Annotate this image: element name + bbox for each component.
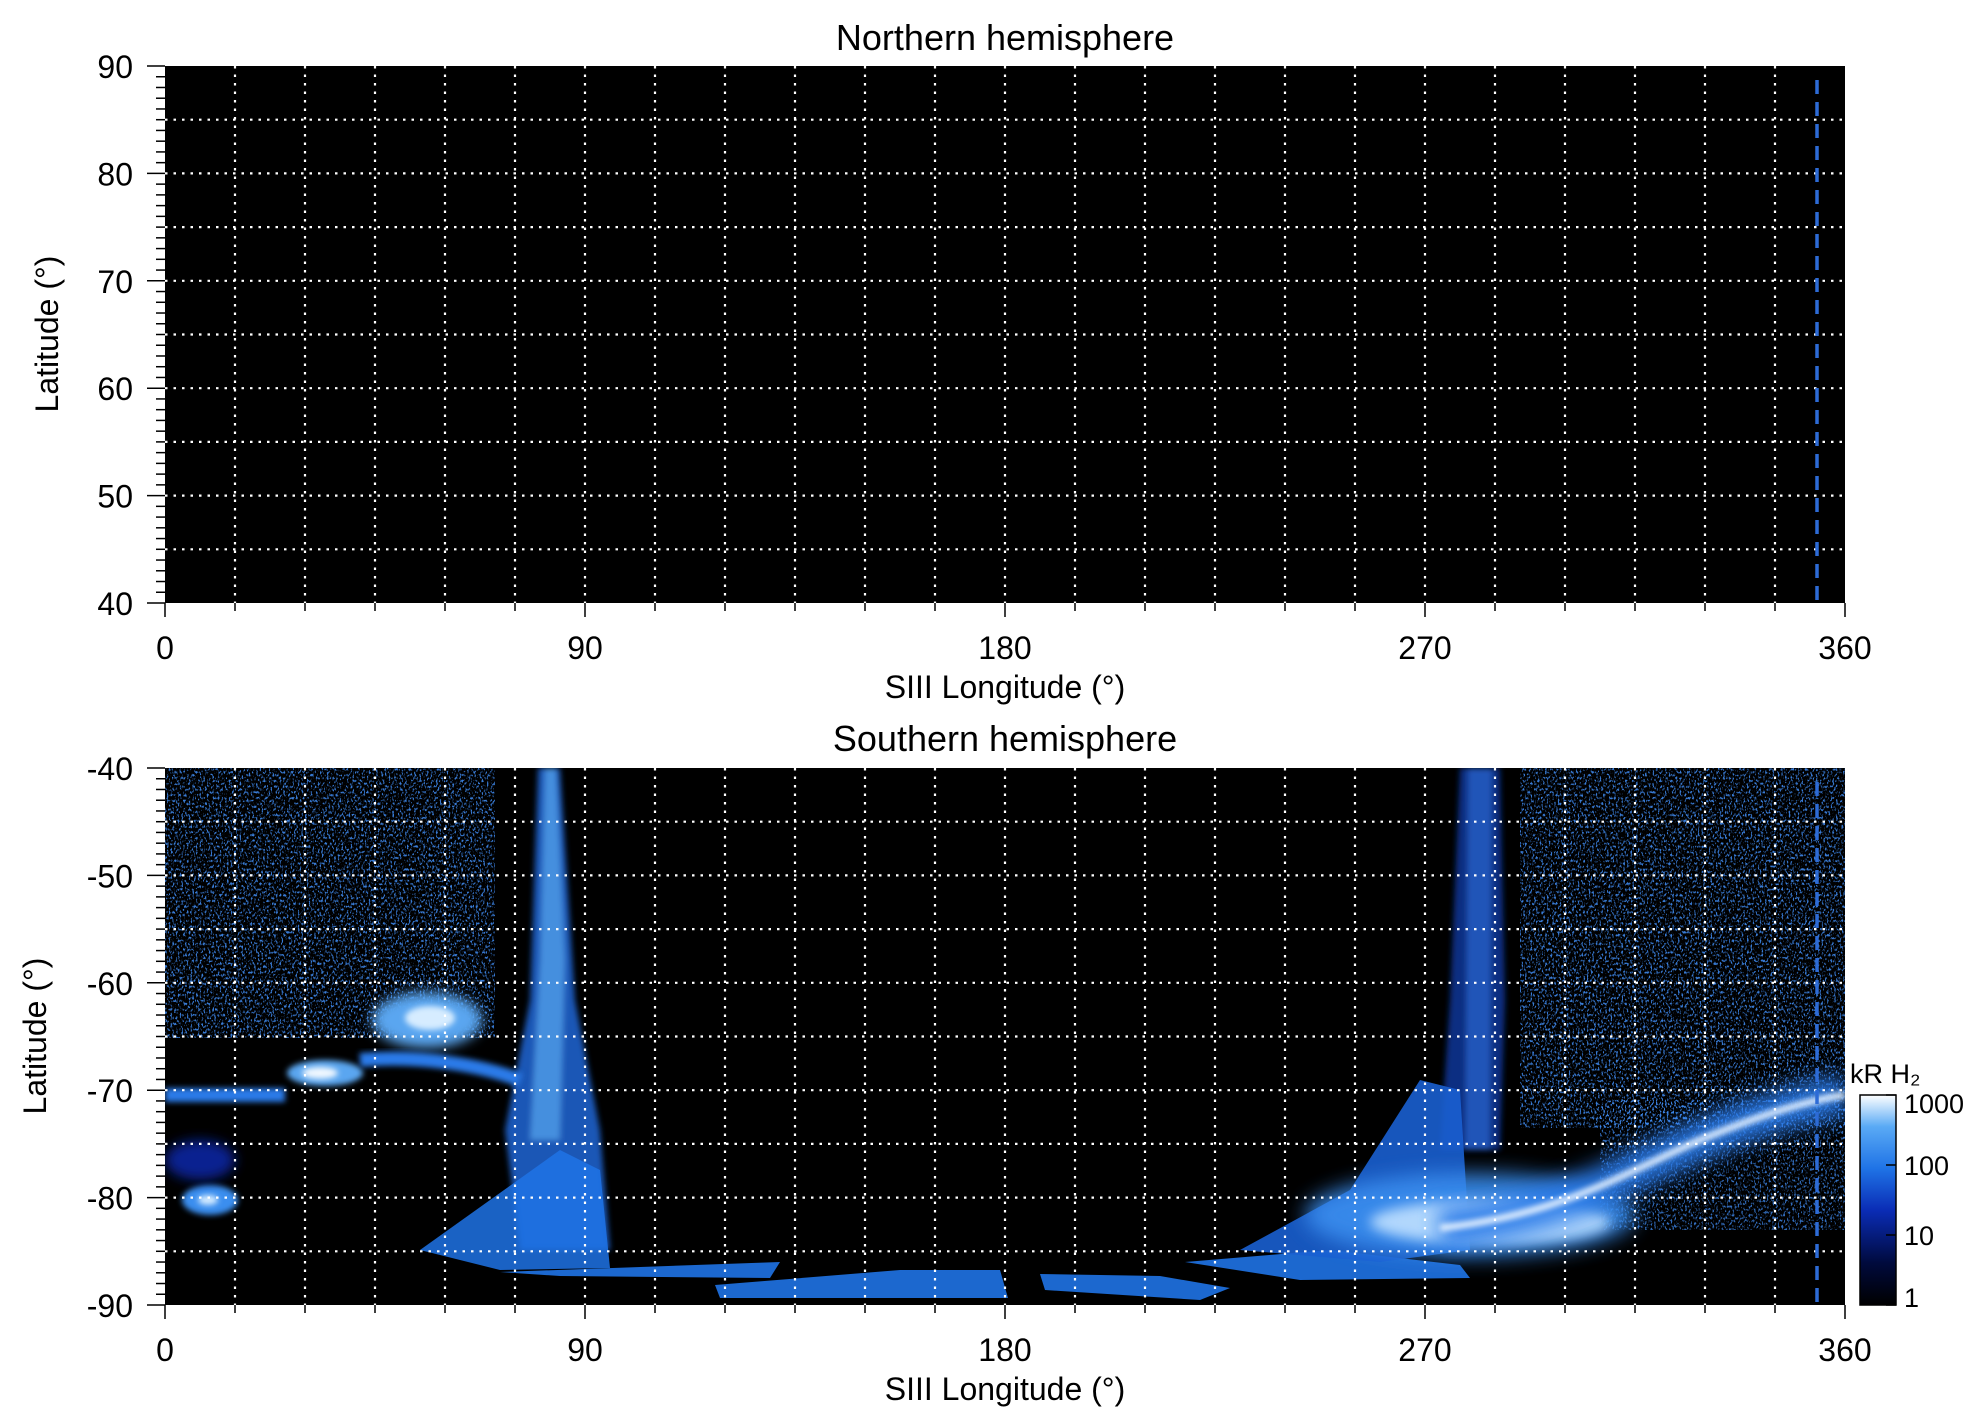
northern-y-tick-label: 70 — [97, 264, 133, 300]
colorbar-tick-label: 100 — [1904, 1151, 1949, 1181]
oval-arc — [1439, 1091, 1845, 1232]
northern-x-tick-label: 0 — [156, 630, 174, 666]
colorbar-tick-label: 1 — [1904, 1283, 1919, 1313]
northern-y-tick-label: 60 — [97, 371, 133, 407]
northern-x-tick-label: 270 — [1398, 630, 1451, 666]
band-lon-0-20 — [165, 1088, 285, 1102]
fan-west-lower — [500, 1262, 780, 1278]
northern-y-tick-label: 90 — [97, 49, 133, 85]
colorbar-gradient — [1859, 1094, 1897, 1306]
southern-y-tick-label: -50 — [87, 858, 133, 894]
southern-y-axis-label: Latitude (°) — [17, 958, 53, 1115]
southern-x-tick-label: 360 — [1818, 1332, 1871, 1368]
northern-title: Northern hemisphere — [836, 17, 1174, 58]
fan-east — [1185, 1250, 1470, 1280]
colorbar-label: kR H₂ — [1850, 1059, 1920, 1089]
northern-x-tick-label: 180 — [978, 630, 1031, 666]
northern-x-tick-label: 90 — [567, 630, 603, 666]
northern-y-tick-labels: 40 50 60 70 80 90 — [97, 49, 133, 622]
northern-plot-area — [165, 66, 1845, 603]
blob-lon-55-core — [405, 1006, 455, 1030]
patch-lon-10 — [165, 1140, 235, 1180]
southern-y-tick-label: -70 — [87, 1073, 133, 1109]
southern-x-axis-label: SIII Longitude (°) — [885, 1371, 1125, 1407]
colorbar: kR H₂ 1 10 100 1000 — [1850, 1059, 1964, 1313]
southern-x-tick-labels: 0 90 180 270 360 — [156, 1332, 1872, 1368]
northern-y-axis-label: Latitude (°) — [29, 256, 65, 413]
southern-title: Southern hemisphere — [833, 718, 1177, 759]
colorbar-ticks: 1 10 100 1000 — [1886, 1089, 1964, 1313]
colorbar-tick-label: 10 — [1904, 1221, 1934, 1251]
noise-region-east — [1520, 768, 1845, 1128]
southern-y-tick-label: -40 — [87, 751, 133, 787]
northern-panel: Northern hemisphere 40 50 60 70 80 90 0 90 180 2… — [29, 17, 1872, 705]
arc-west — [359, 1051, 523, 1087]
main-oval — [1305, 1075, 1845, 1257]
northern-y-tick-label: 50 — [97, 479, 133, 515]
northern-y-tick-label: 40 — [97, 586, 133, 622]
blob-lon-8-core — [198, 1195, 218, 1205]
blob-lon-34-core — [302, 1067, 338, 1079]
southern-axis-ticks — [147, 767, 1846, 1319]
southern-x-tick-label: 180 — [978, 1332, 1031, 1368]
southern-x-tick-label: 270 — [1398, 1332, 1451, 1368]
northern-axis-ticks — [147, 65, 1846, 617]
fan-center — [715, 1270, 1008, 1298]
vertical-band-lon-284 — [1465, 768, 1492, 1150]
northern-x-axis-label: SIII Longitude (°) — [885, 669, 1125, 705]
northern-x-tick-labels: 0 90 180 270 360 — [156, 630, 1872, 666]
colorbar-tick-label: 1000 — [1904, 1089, 1964, 1119]
southern-y-tick-label: -80 — [87, 1181, 133, 1217]
vertical-band-lon-85-core — [530, 768, 565, 1140]
southern-emission — [165, 768, 1845, 1300]
southern-y-tick-labels: -90 -80 -70 -60 -50 -40 — [87, 751, 133, 1324]
western-features — [165, 992, 523, 1215]
southern-x-tick-label: 90 — [567, 1332, 603, 1368]
southern-y-tick-label: -90 — [87, 1288, 133, 1324]
southern-panel: Southern hemisphere — [17, 718, 1872, 1407]
fan-center-east — [1040, 1274, 1230, 1300]
southern-x-tick-label: 0 — [156, 1332, 174, 1368]
southern-y-tick-label: -60 — [87, 966, 133, 1002]
northern-x-tick-label: 360 — [1818, 630, 1871, 666]
northern-y-tick-label: 80 — [97, 156, 133, 192]
